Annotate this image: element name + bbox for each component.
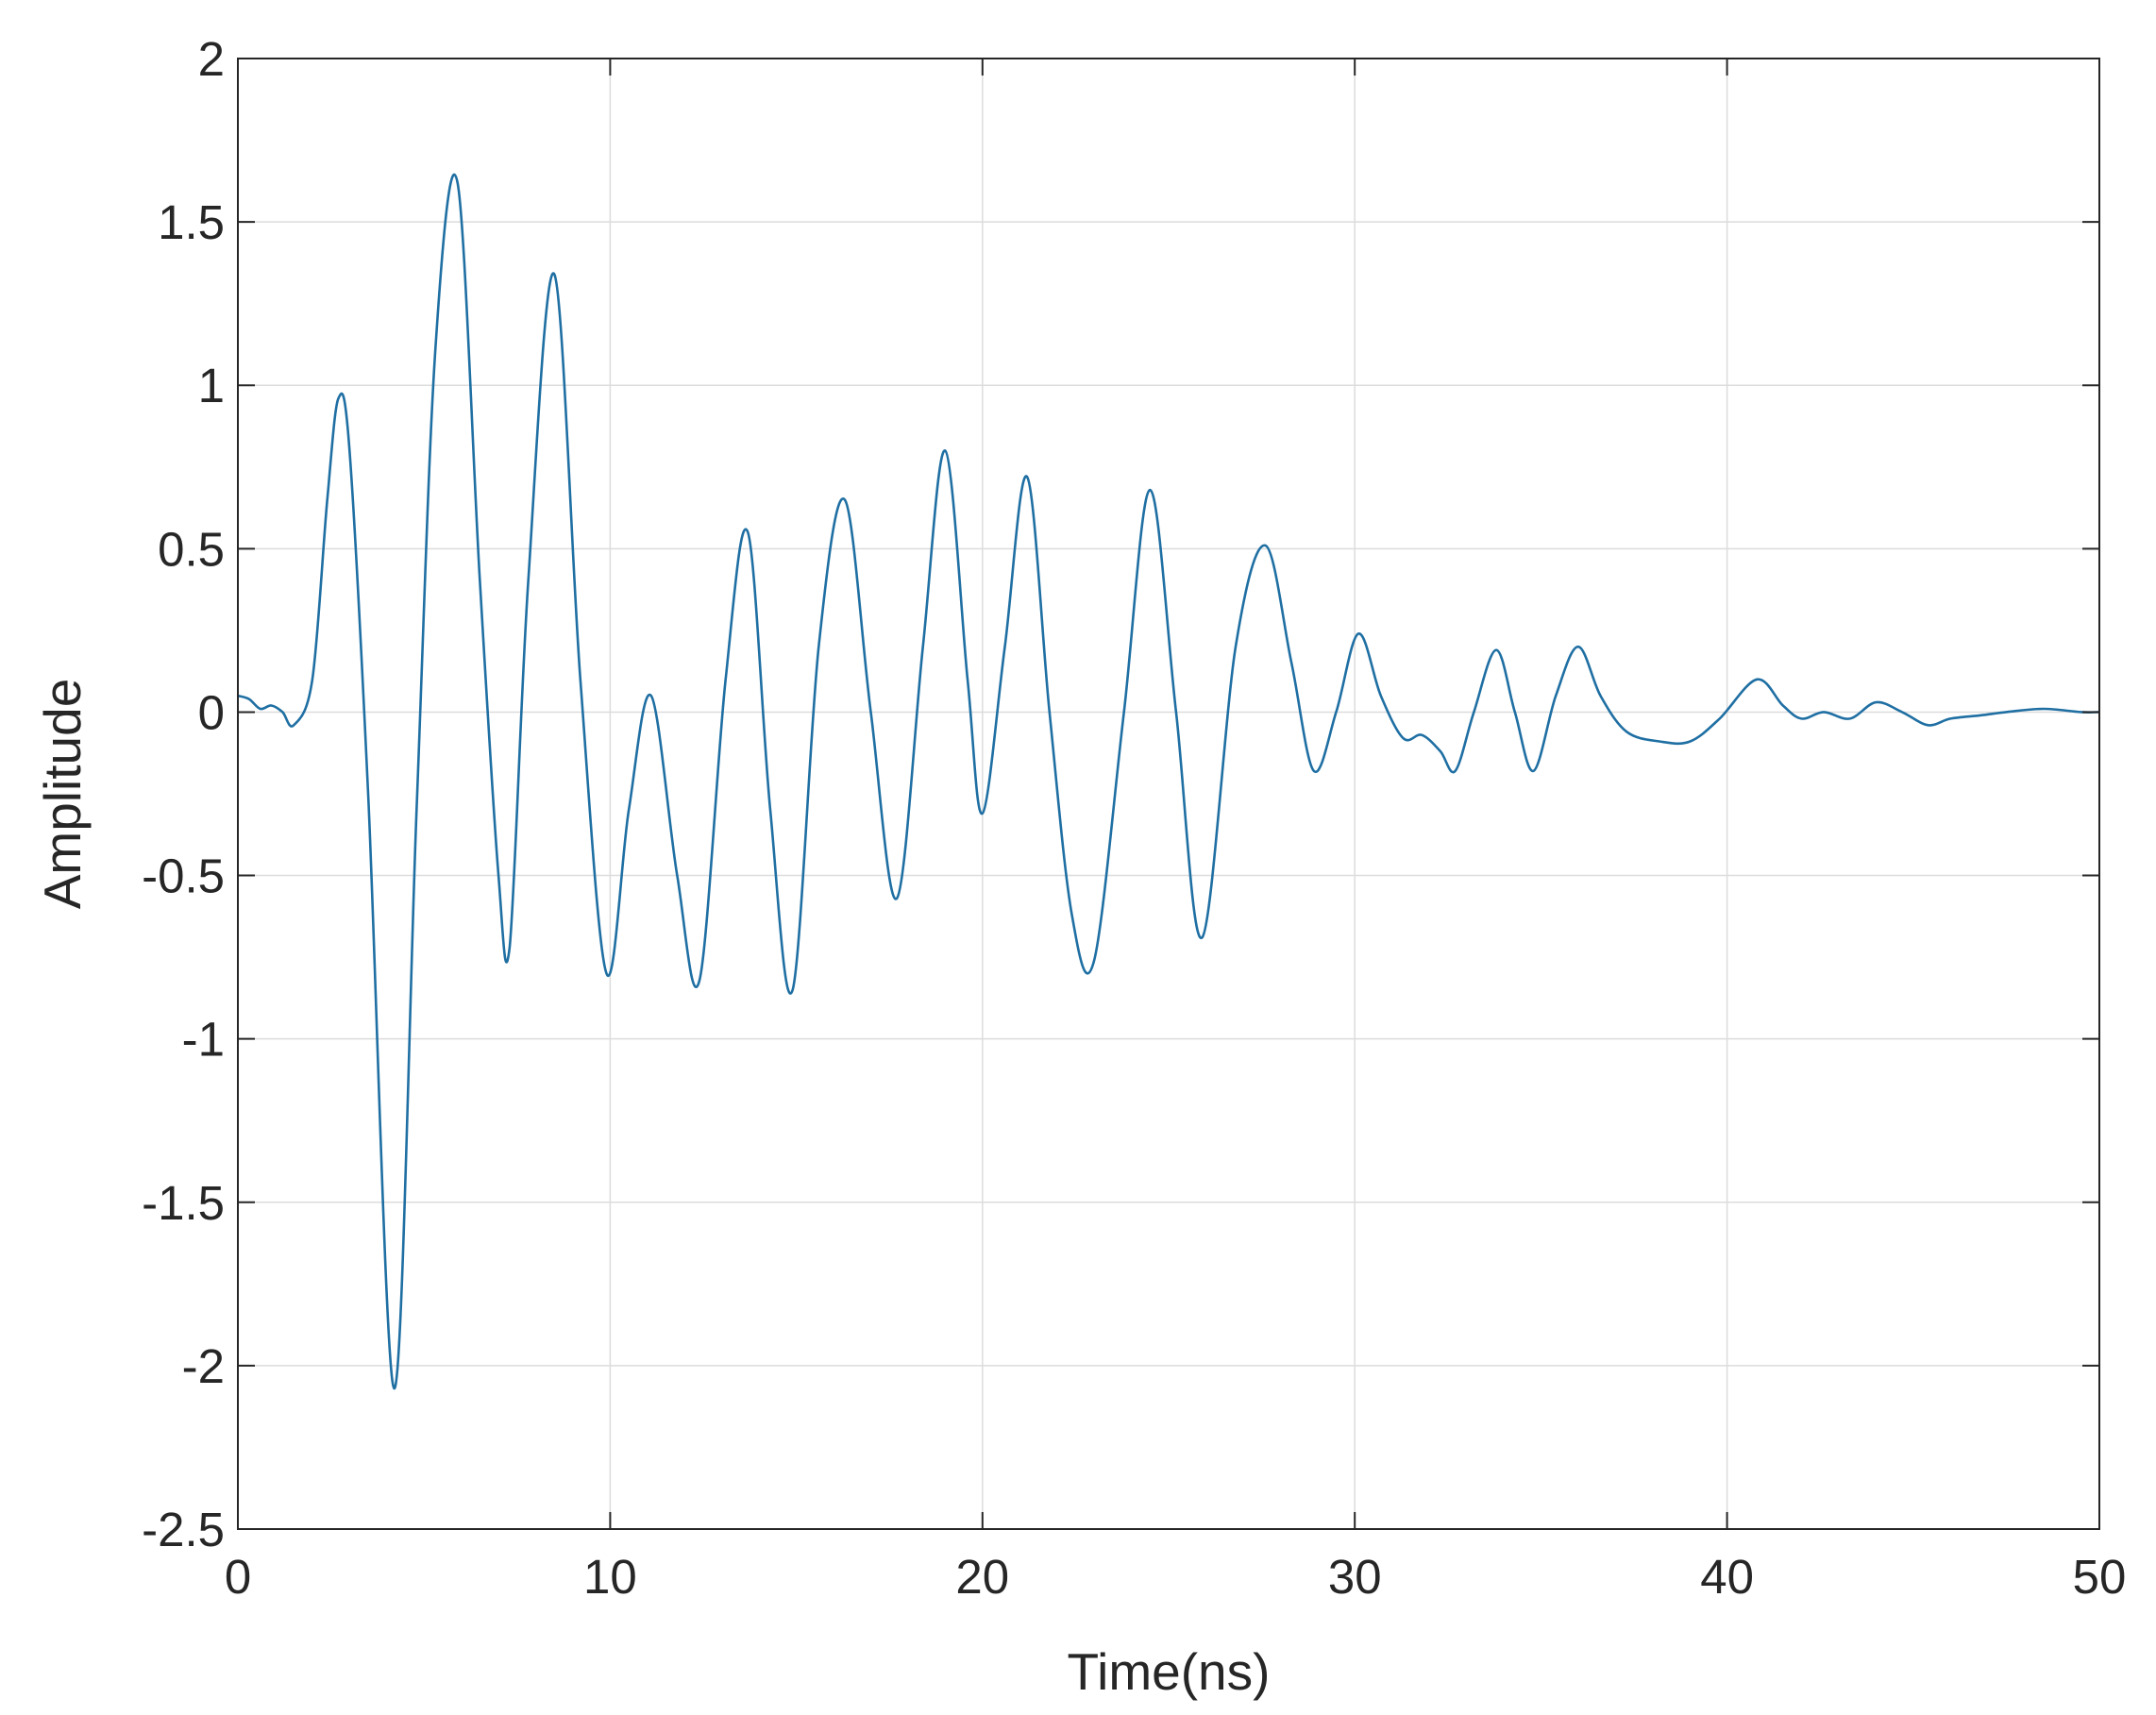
x-axis-label: Time(ns) (1068, 1642, 1271, 1701)
y-tick-label: 2 (198, 32, 225, 86)
x-axis-tick-labels: 0 10 20 30 40 50 (225, 1550, 2127, 1604)
y-tick-label: -1.5 (142, 1176, 225, 1230)
axis-ticks (237, 58, 2100, 1530)
y-tick-label: 0.5 (158, 522, 225, 576)
x-tick-label: 0 (225, 1550, 251, 1604)
x-tick-label: 10 (583, 1550, 637, 1604)
x-tick-label: 30 (1328, 1550, 1382, 1604)
y-tick-label: 1.5 (158, 195, 225, 249)
x-tick-label: 40 (1700, 1550, 1754, 1604)
y-tick-label: -2.5 (142, 1503, 225, 1556)
y-tick-label: 1 (198, 359, 225, 412)
y-axis-tick-labels: -2.5 -2 -1.5 -1 -0.5 0 0.5 1 1.5 2 (142, 32, 225, 1556)
x-tick-label: 20 (955, 1550, 1009, 1604)
y-tick-label: 0 (198, 685, 225, 739)
series-line-amplitude (237, 174, 2100, 1390)
plot-frame (237, 58, 2100, 1530)
x-tick-label: 50 (2073, 1550, 2127, 1604)
y-tick-label: -1 (182, 1013, 225, 1067)
y-tick-label: -2 (182, 1339, 225, 1393)
y-axis-label: Amplitude (33, 679, 92, 910)
y-tick-label: -0.5 (142, 849, 225, 903)
